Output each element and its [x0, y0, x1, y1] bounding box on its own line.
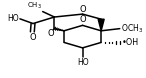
Text: CH$_3$: CH$_3$: [27, 1, 42, 11]
Text: O: O: [30, 33, 36, 42]
Text: O: O: [80, 16, 86, 24]
Text: HO: HO: [7, 14, 19, 23]
Text: O: O: [80, 5, 86, 13]
Text: HO: HO: [77, 58, 89, 67]
Text: OCH$_3$: OCH$_3$: [121, 22, 143, 35]
Text: O: O: [47, 29, 54, 38]
Text: •OH: •OH: [121, 38, 139, 47]
Polygon shape: [98, 19, 104, 31]
